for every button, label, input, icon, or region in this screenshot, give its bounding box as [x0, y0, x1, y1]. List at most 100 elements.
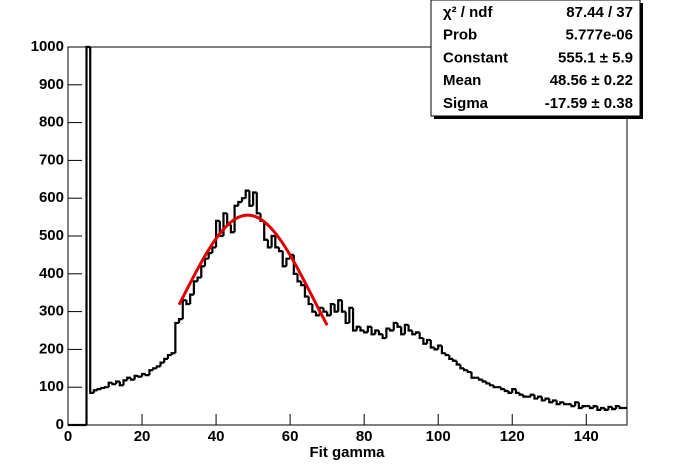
x-tick-label: 0	[64, 428, 72, 445]
histogram-bin	[570, 404, 576, 408]
y-tick-label: 600	[39, 189, 64, 206]
stats-label: Sigma	[443, 95, 489, 112]
histogram-bin	[166, 353, 172, 359]
histogram-bin	[322, 307, 328, 313]
histogram-bin	[485, 381, 491, 385]
histogram-bin	[89, 47, 94, 394]
histogram-bin	[229, 224, 235, 234]
histogram-bin	[366, 325, 372, 333]
histogram-bin	[351, 307, 357, 332]
x-tick-label: 100	[426, 428, 451, 445]
histogram-bin	[377, 330, 383, 336]
histogram-bin	[263, 220, 268, 241]
histogram-bin	[614, 405, 620, 410]
y-tick-label: 1000	[31, 38, 64, 55]
histogram-bin	[507, 390, 513, 394]
histogram-bin	[333, 304, 339, 313]
histogram-bin	[177, 318, 183, 323]
histogram-bin	[618, 406, 624, 410]
histogram-bin	[237, 200, 242, 206]
histogram-bin	[348, 306, 354, 323]
histogram-bin	[163, 357, 168, 363]
histogram-bin	[470, 372, 476, 379]
histogram-bin	[107, 381, 113, 388]
histogram-bin	[118, 381, 124, 387]
x-tick-label: 40	[208, 428, 225, 445]
histogram-bin	[274, 236, 280, 249]
histogram-bin	[511, 387, 516, 393]
histogram-bin	[281, 251, 287, 268]
histogram-bin	[129, 377, 135, 381]
histogram-bin	[359, 326, 365, 332]
histogram-bin	[518, 392, 524, 396]
histogram-bin	[581, 405, 587, 408]
fit-curve	[177, 213, 329, 326]
histogram-bin	[548, 398, 553, 404]
y-tick-label: 900	[39, 76, 64, 93]
histogram-bin	[200, 265, 205, 278]
histogram-bin	[599, 406, 605, 410]
y-tick-label: 500	[39, 227, 64, 244]
histogram-bin	[174, 321, 180, 354]
histogram-bin	[111, 382, 117, 386]
histogram-bin	[425, 338, 431, 344]
histogram-bin	[170, 352, 176, 356]
histogram-bin	[392, 321, 398, 331]
histogram-bin	[514, 389, 520, 394]
histogram-bin	[555, 400, 561, 406]
histogram-bin	[437, 344, 442, 350]
histogram-bin	[533, 394, 539, 400]
histogram-bin	[311, 304, 317, 313]
stats-label: Mean	[443, 72, 481, 89]
y-tick-label: 300	[39, 303, 64, 320]
histogram-bin	[559, 401, 565, 405]
stats-value: 48.56 ± 0.22	[550, 72, 633, 89]
histogram-bin	[103, 386, 109, 389]
histogram-bin	[96, 387, 102, 391]
histogram-bin	[466, 370, 472, 374]
histogram-bin	[411, 330, 416, 336]
histogram-bin	[422, 338, 428, 345]
y-tick-label: 0	[56, 416, 64, 433]
histogram-bin	[414, 331, 420, 335]
histogram-bin	[255, 192, 261, 215]
histogram-bin	[363, 330, 368, 334]
histogram-bin	[155, 365, 161, 369]
histogram-bin	[396, 322, 402, 328]
histogram-bin	[244, 189, 250, 199]
histogram-bin	[433, 347, 439, 351]
histogram-bin	[122, 379, 128, 386]
histogram-bin	[140, 372, 146, 377]
histogram-bin	[211, 246, 217, 254]
histogram-bin	[551, 399, 557, 403]
histogram-bin	[100, 386, 106, 390]
histogram-bin	[270, 234, 276, 248]
histogram-bin	[159, 361, 165, 367]
histogram-bin	[503, 389, 509, 393]
stats-label: Constant	[443, 49, 508, 66]
histogram-bin	[418, 332, 424, 340]
histogram-bin	[574, 401, 579, 407]
histogram-bin	[459, 364, 465, 370]
histogram-bin	[296, 273, 302, 283]
histogram-bin	[537, 395, 542, 399]
histogram-bin	[448, 355, 454, 360]
stats-value: 87.44 / 37	[566, 4, 633, 21]
histogram-bin	[444, 353, 450, 357]
histogram-bin	[588, 406, 594, 410]
histogram-bin	[370, 326, 376, 336]
histogram-bin	[522, 394, 528, 398]
histogram-bin	[329, 302, 335, 316]
histogram-bin	[251, 191, 257, 206]
x-tick-label: 60	[282, 428, 299, 445]
stats-box: χ² / ndf 87.44 / 37 Prob 5.777e-06 Constant 5…	[430, 0, 643, 119]
histogram-bin	[207, 251, 213, 259]
histogram-bin	[355, 325, 361, 331]
x-tick-label: 80	[356, 428, 373, 445]
histogram-bin	[481, 379, 487, 383]
histogram-bin	[596, 406, 602, 411]
histogram-bin	[540, 396, 546, 402]
x-axis-label: Fit gamma	[309, 444, 385, 461]
histogram-bin	[477, 377, 483, 381]
y-tick-label: 800	[39, 114, 64, 131]
